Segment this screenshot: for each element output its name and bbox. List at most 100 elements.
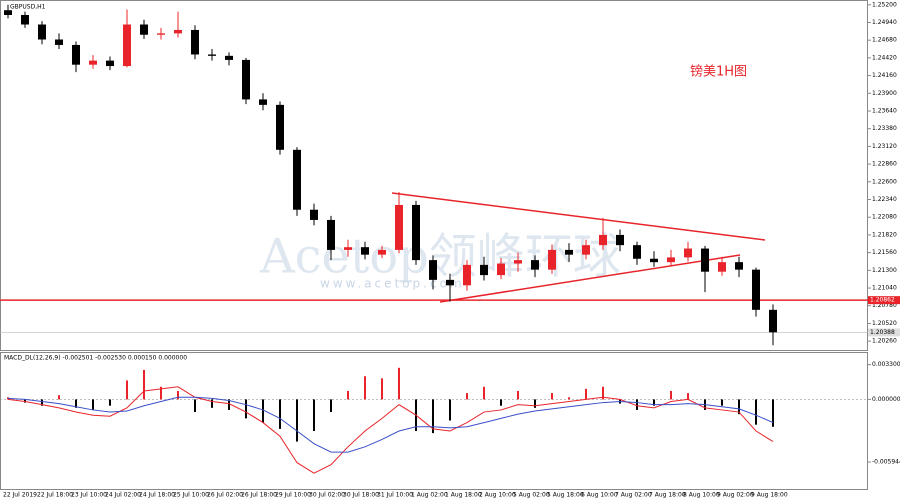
x-tick-label: 7 Aug 02:00 — [615, 492, 652, 499]
watermark: Acetop领峰环球 — [259, 229, 621, 285]
candle-body — [72, 44, 80, 65]
x-tick-label: 26 Jul 18:00 — [241, 492, 277, 499]
candle-body — [89, 60, 97, 65]
candle-body — [21, 14, 29, 25]
y-tick-label: 1.21300 — [872, 267, 897, 274]
candle-body — [531, 260, 539, 270]
candle-body — [140, 24, 148, 35]
x-tick-label: 29 Jul 10:00 — [275, 492, 311, 499]
candle-body — [446, 279, 454, 286]
y-tick-label: 1.22600 — [872, 178, 897, 185]
candle-body — [769, 309, 777, 333]
trendline — [439, 254, 741, 303]
y-tick-label: 1.20260 — [872, 338, 897, 345]
x-tick-label: 25 Jul 10:00 — [173, 492, 209, 499]
trendline — [391, 192, 766, 241]
x-tick-label: 22 Jul 2019 — [3, 492, 37, 499]
x-tick-label: 8 Aug 10:00 — [683, 492, 720, 499]
candle-body — [701, 248, 709, 272]
y-tick-label: 1.25200 — [872, 1, 897, 8]
macd-frame — [0, 352, 868, 490]
x-tick-label: 7 Aug 18:00 — [649, 492, 686, 499]
candle-body — [327, 219, 335, 250]
candle-body — [123, 24, 131, 67]
main-frame — [0, 0, 868, 351]
candle-body — [344, 247, 352, 250]
level-label-box — [868, 296, 900, 305]
candle-body — [463, 264, 471, 286]
candle-body — [412, 204, 420, 261]
x-tick-label: 5 Aug 18:00 — [547, 492, 584, 499]
candle-body — [735, 262, 743, 270]
candle-body — [208, 54, 216, 56]
y-tick-label: 0.000000 — [872, 396, 900, 403]
candle-body — [361, 247, 369, 255]
y-tick-label: 1.21040 — [872, 285, 897, 292]
y-tick-label: 1.23380 — [872, 125, 897, 132]
y-tick-label: 1.21820 — [872, 231, 897, 238]
y-tick-label: 1.22080 — [872, 214, 897, 221]
y-tick-label: 1.23640 — [872, 107, 897, 114]
signal-line — [7, 396, 774, 453]
candle-body — [259, 99, 267, 105]
y-tick-label: 1.22860 — [872, 161, 897, 168]
x-tick-label: 1 Aug 02:00 — [411, 492, 448, 499]
candle-body — [4, 10, 12, 15]
candle-body — [106, 60, 114, 67]
candle-body — [514, 260, 522, 264]
candle-body — [242, 59, 250, 100]
y-tick-label: 1.20520 — [872, 320, 897, 327]
last-price-box — [868, 328, 900, 337]
candle-body — [684, 248, 692, 258]
candle-body — [752, 269, 760, 310]
x-tick-label: 24 Jul 18:00 — [139, 492, 175, 499]
x-tick-label: 5 Aug 02:00 — [513, 492, 550, 499]
y-tick-label: 0.003300 — [872, 361, 900, 368]
level-label: 1.20862 — [870, 297, 895, 304]
annotation: 镑美1H图 — [690, 64, 747, 80]
candle-body — [650, 258, 658, 263]
candle-body — [225, 55, 233, 60]
candle-body — [497, 263, 505, 276]
candle-body — [310, 209, 318, 220]
x-tick-label: 26 Jul 02:00 — [207, 492, 243, 499]
candle-body — [38, 24, 46, 40]
candle-body — [157, 33, 165, 35]
candle-body — [718, 262, 726, 272]
y-tick-label: 1.23900 — [872, 90, 897, 97]
candle-body — [480, 264, 488, 276]
x-tick-label: 2 Aug 10:00 — [479, 492, 516, 499]
last-price-label: 1.20388 — [870, 329, 895, 336]
y-tick-label: 1.20780 — [872, 302, 897, 309]
y-tick-label: 1.24420 — [872, 54, 897, 61]
candle-body — [55, 39, 63, 45]
y-tick-label: 1.23120 — [872, 143, 897, 150]
candle-body — [565, 249, 573, 255]
chart-title: GBPUSD,H1 — [10, 4, 46, 11]
x-tick-label: 23 Jul 10:00 — [71, 492, 107, 499]
x-tick-label: 31 Jul 10:00 — [377, 492, 413, 499]
macd-line — [7, 386, 774, 474]
candle-body — [191, 29, 199, 55]
x-tick-label: 24 Jul 02:00 — [105, 492, 141, 499]
x-tick-label: 22 Jul 18:00 — [37, 492, 73, 499]
watermark-url: www.acetop.com — [320, 277, 465, 291]
candle-body — [429, 260, 437, 280]
y-tick-label: 1.21560 — [872, 249, 897, 256]
candle-body — [616, 234, 624, 246]
x-tick-label: 9 Aug 02:00 — [717, 492, 754, 499]
x-tick-label: 30 Jul 02:00 — [309, 492, 345, 499]
candle-body — [174, 29, 182, 34]
x-tick-label: 9 Aug 18:00 — [751, 492, 788, 499]
x-tick-label: 30 Jul 18:00 — [343, 492, 379, 499]
candle-body — [633, 245, 641, 259]
candle-body — [378, 249, 386, 255]
candle-body — [395, 204, 403, 250]
y-tick-label: 1.24940 — [872, 19, 897, 26]
macd-label: MACD_DL(12,26,9) -0.002501 -0.002530 0.0… — [4, 355, 187, 362]
x-tick-label: 1 Aug 18:00 — [445, 492, 482, 499]
candle-body — [599, 234, 607, 246]
y-tick-label: 1.24160 — [872, 72, 897, 79]
y-tick-label: 1.24680 — [872, 37, 897, 44]
